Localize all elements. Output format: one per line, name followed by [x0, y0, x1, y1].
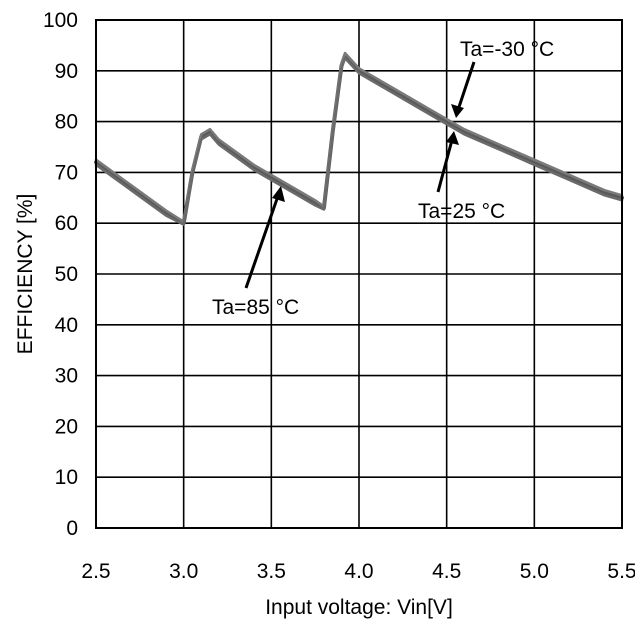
annotation-arrow-ta-85 [244, 195, 280, 289]
y-tick-label: 60 [55, 212, 78, 235]
tick-labels: 2.5 3.0 3.5 4.0 4.5 5.0 5.5 0 10 20 30 40 50 60 70 80 90… [43, 9, 635, 583]
grid-lines [95, 19, 623, 529]
annotation-ta-minus30: Ta=-30 °C [460, 38, 554, 61]
annotation-arrow-ta-minus30 [456, 61, 476, 111]
y-tick-label: 90 [55, 60, 78, 83]
y-tick-label: 50 [55, 263, 78, 286]
x-tick-label: 3.5 [257, 560, 286, 583]
x-tick-label: 3.0 [169, 560, 198, 583]
x-tick-label: 2.5 [81, 560, 110, 583]
y-tick-label: 20 [55, 415, 78, 438]
x-tick-label: 5.0 [520, 560, 549, 583]
y-tick-label: 30 [55, 365, 78, 388]
annotation-arrowhead-ta-25 [446, 131, 459, 145]
y-tick-label: 100 [43, 9, 78, 32]
annotation-ta-85: Ta=85 °C [212, 296, 299, 319]
y-tick-label: 0 [66, 517, 78, 540]
annotation-arrowhead-ta-minus30 [451, 104, 464, 118]
y-tick-label: 80 [55, 111, 78, 134]
series-line-3 [94, 56, 624, 226]
y-tick-label: 70 [55, 161, 78, 184]
y-axis-title: EFFICIENCY [%] [14, 194, 37, 355]
plot-frame [95, 19, 623, 529]
x-tick-label: 4.0 [344, 560, 373, 583]
y-tick-label: 40 [55, 314, 78, 337]
x-axis-title: Input voltage: Vin[V] [265, 596, 453, 619]
annotation-ta-25: Ta=25 °C [418, 200, 505, 223]
annotation-arrow-ta-25 [436, 139, 454, 193]
annotations: Ta=-30 °C Ta=25 °C Ta=85 °C [212, 38, 554, 319]
x-tick-label: 4.5 [432, 560, 461, 583]
y-tick-label: 10 [55, 466, 78, 489]
annotation-arrowhead-ta-85 [272, 186, 285, 202]
x-tick-label: 5.5 [607, 560, 635, 583]
series-lines [94, 51, 624, 226]
